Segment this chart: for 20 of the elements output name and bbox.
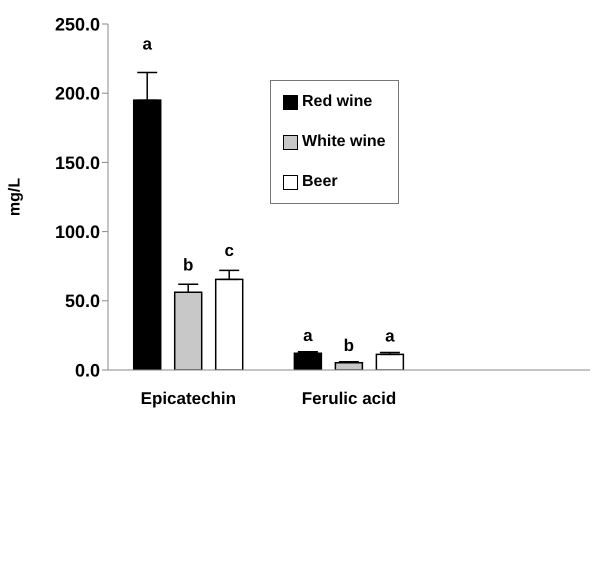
data-label: c (224, 241, 234, 260)
y-tick-label: 150.0 (54, 152, 100, 173)
y-tick-label: 100.0 (54, 222, 100, 242)
x-tick-label: Epicatechin (140, 389, 236, 408)
y-axis-title: mg/L (6, 178, 24, 216)
legend-label: White wine (302, 133, 386, 151)
data-label: a (385, 326, 396, 346)
data-label: a (142, 34, 152, 54)
legend-label: Red wine (302, 93, 372, 111)
bar (376, 354, 404, 370)
y-tick-label: 200.0 (54, 84, 100, 104)
data-label: b (183, 255, 194, 274)
data-label: b (344, 336, 354, 356)
y-tick-label: 50.0 (64, 291, 100, 312)
x-tick-label: Ferulic acid (302, 389, 396, 408)
y-tick-label: 250.0 (54, 14, 100, 34)
legend-label: Beer (302, 173, 338, 191)
y-tick-label: 0.0 (74, 360, 100, 380)
bar (294, 352, 322, 370)
data-label: a (303, 326, 314, 346)
